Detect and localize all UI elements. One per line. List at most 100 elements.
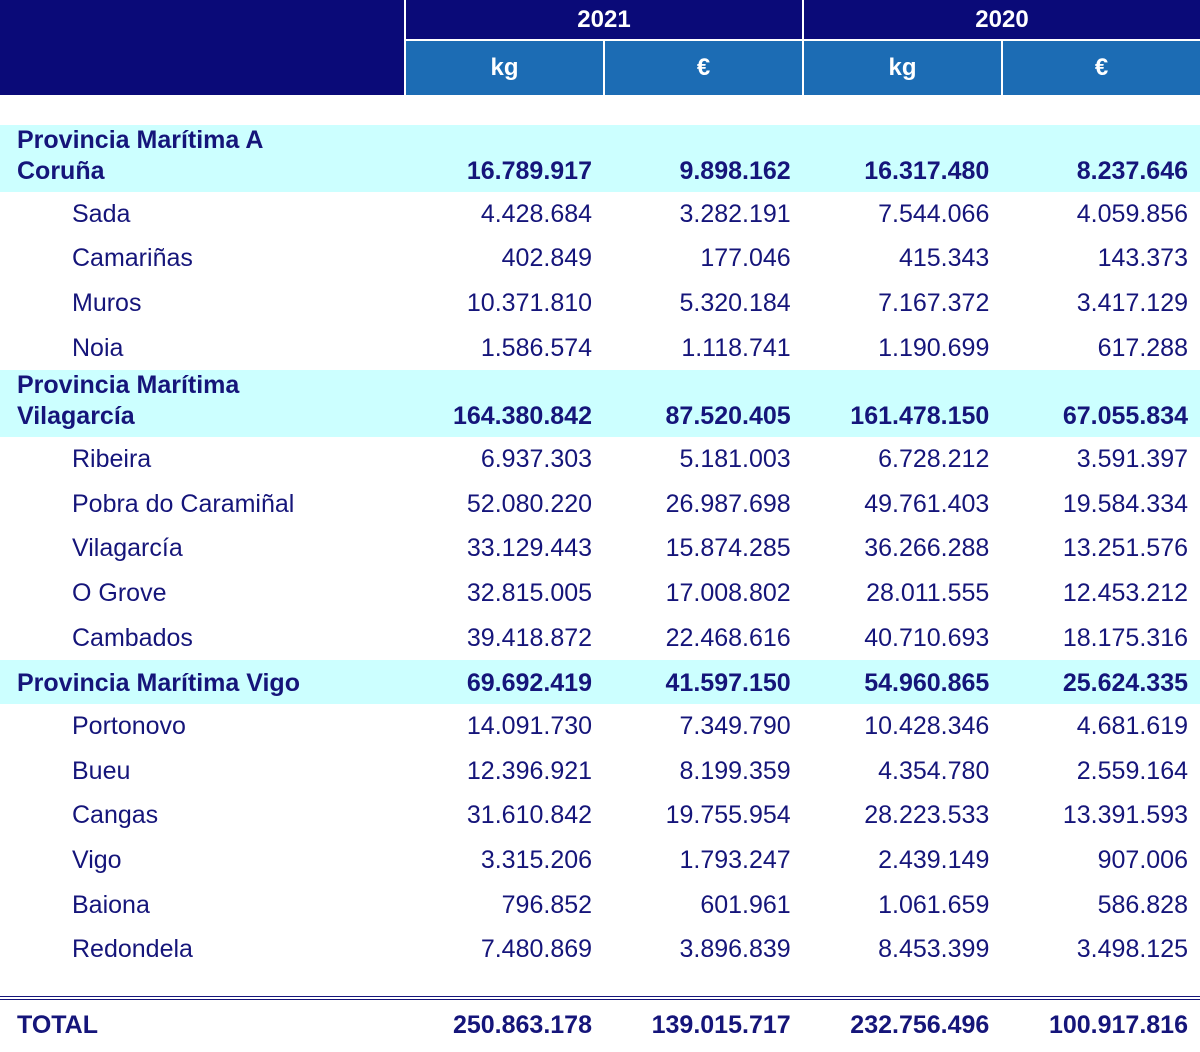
port-value: 3.591.397 [1076, 445, 1188, 474]
port-name: O Grove [72, 578, 167, 607]
port-name: Muros [72, 288, 142, 317]
port-name: Portonovo [72, 712, 186, 741]
port-value: 1.190.699 [878, 333, 990, 362]
port-value: 18.175.316 [1062, 623, 1188, 652]
port-name: Cangas [72, 801, 159, 830]
port-value: 28.011.555 [866, 578, 990, 607]
data-row: Cangas 31.610.842 19.755.954 28.223.533 13.3… [0, 794, 1200, 839]
port-value: 2.559.164 [1076, 756, 1188, 785]
year-row: 2021 2020 [404, 0, 1200, 41]
port-name: Cambados [72, 623, 193, 652]
port-name: Bueu [72, 756, 131, 785]
port-value: 586.828 [1097, 890, 1188, 919]
group-value: 69.692.419 [466, 669, 592, 698]
group-name: Provincia Marítima A Coruña [17, 126, 263, 185]
port-name: Redondela [72, 935, 193, 964]
data-row: Camariñas 402.849 177.046 415.343 143.373 [0, 237, 1200, 282]
port-value: 143.373 [1097, 244, 1188, 273]
group-value: 16.789.917 [466, 157, 592, 185]
port-value: 8.199.359 [679, 756, 791, 785]
group-value: 16.317.480 [864, 157, 990, 185]
port-value: 4.059.856 [1076, 199, 1188, 228]
port-value: 1.793.247 [679, 845, 791, 874]
port-value: 12.396.921 [466, 756, 593, 785]
port-value: 12.453.212 [1062, 578, 1188, 607]
total-row: TOTAL 250.863.178 139.015.717 232.756.496 10… [0, 995, 1200, 1052]
port-value: 4.681.619 [1076, 712, 1188, 741]
total-value: 139.015.717 [651, 1011, 791, 1040]
port-value: 3.315.206 [480, 845, 593, 874]
header-corner [0, 0, 404, 95]
header-years: 2021 2020 kg € kg € [404, 0, 1200, 95]
port-value: 6.937.303 [480, 445, 593, 474]
port-value: 49.761.403 [864, 489, 990, 518]
port-value: 17.008.802 [665, 578, 791, 607]
port-value: 31.610.842 [466, 801, 593, 830]
unit-label: € [1001, 41, 1200, 95]
port-value: 7.480.869 [480, 935, 593, 964]
port-value: 7.349.790 [679, 712, 791, 741]
port-value: 1.118.741 [681, 333, 791, 362]
port-value: 415.343 [898, 244, 990, 273]
total-value: 232.756.496 [850, 1011, 990, 1040]
group-name: Provincia Marítima Vigo [17, 669, 300, 698]
total-value: 100.917.816 [1048, 1011, 1188, 1040]
group-row: Provincia Marítima A Coruña 16.789.917 9.8… [0, 125, 1200, 192]
separator [0, 972, 1200, 996]
port-value: 36.266.288 [864, 534, 990, 563]
group-value: 54.960.865 [864, 669, 990, 698]
group-value: 87.520.405 [665, 402, 791, 431]
port-value: 796.852 [501, 890, 593, 919]
port-value: 13.391.593 [1062, 801, 1188, 830]
port-value: 3.896.839 [679, 935, 791, 964]
port-value: 3.282.191 [679, 199, 791, 228]
port-value: 22.468.616 [665, 623, 791, 652]
group-name-cell: Provincia Marítima A Coruña [0, 125, 405, 187]
port-name: Pobra do Caramiñal [72, 489, 295, 518]
data-row: Sada 4.428.684 3.282.191 7.544.066 4.059.856 [0, 192, 1200, 237]
data-row: Noia 1.586.574 1.118.741 1.190.699 617.288 [0, 326, 1200, 371]
data-row: O Grove 32.815.005 17.008.802 28.011.555 12.… [0, 571, 1200, 616]
group-name-cell: Provincia Marítima Vigo [0, 668, 405, 699]
data-row: Portonovo 14.091.730 7.349.790 10.428.346 4.… [0, 704, 1200, 749]
port-value: 15.874.285 [665, 534, 791, 563]
group-value: 67.055.834 [1062, 402, 1188, 431]
port-value: 28.223.533 [864, 801, 990, 830]
port-value: 10.371.810 [466, 288, 593, 317]
data-row: Pobra do Caramiñal 52.080.220 26.987.698 49… [0, 482, 1200, 527]
port-value: 1.586.574 [480, 333, 593, 362]
port-value: 5.181.003 [679, 445, 791, 474]
group-value: 25.624.335 [1062, 669, 1188, 698]
data-row: Redondela 7.480.869 3.896.839 8.453.399 3.49… [0, 927, 1200, 972]
group-row: Provincia Marítima Vigo 69.692.419 41.597.… [0, 660, 1200, 705]
port-value: 33.129.443 [466, 534, 593, 563]
port-value: 10.428.346 [864, 712, 990, 741]
data-row: Ribeira 6.937.303 5.181.003 6.728.212 3.591.… [0, 437, 1200, 482]
port-name: Baiona [72, 890, 150, 919]
group-name-cell: Provincia Marítima Vilagarcía [0, 370, 405, 432]
data-row: Bueu 12.396.921 8.199.359 4.354.780 2.559.16… [0, 749, 1200, 794]
total-label: TOTAL [17, 1011, 99, 1040]
port-value: 39.418.872 [466, 623, 593, 652]
data-row: Vigo 3.315.206 1.793.247 2.439.149 907.006 [0, 838, 1200, 883]
port-value: 52.080.220 [466, 489, 593, 518]
port-value: 402.849 [501, 244, 593, 273]
port-value: 3.417.129 [1076, 288, 1188, 317]
port-name: Ribeira [72, 445, 152, 474]
table-body: Provincia Marítima A Coruña 16.789.917 9.8… [0, 125, 1200, 1052]
unit-row: kg € kg € [404, 41, 1200, 95]
unit-label: € [603, 41, 802, 95]
group-value: 161.478.150 [850, 402, 990, 431]
port-value: 6.728.212 [878, 445, 990, 474]
year-label: 2021 [404, 0, 802, 41]
port-value: 4.354.780 [878, 756, 990, 785]
table-header: 2021 2020 kg € kg € [0, 0, 1200, 95]
port-name: Vigo [72, 845, 122, 874]
port-value: 32.815.005 [466, 578, 593, 607]
unit-label: kg [802, 41, 1001, 95]
port-value: 177.046 [700, 244, 791, 273]
port-value: 13.251.576 [1062, 534, 1188, 563]
port-value: 7.544.066 [878, 199, 990, 228]
port-value: 601.961 [700, 890, 791, 919]
port-value: 19.755.954 [665, 801, 791, 830]
